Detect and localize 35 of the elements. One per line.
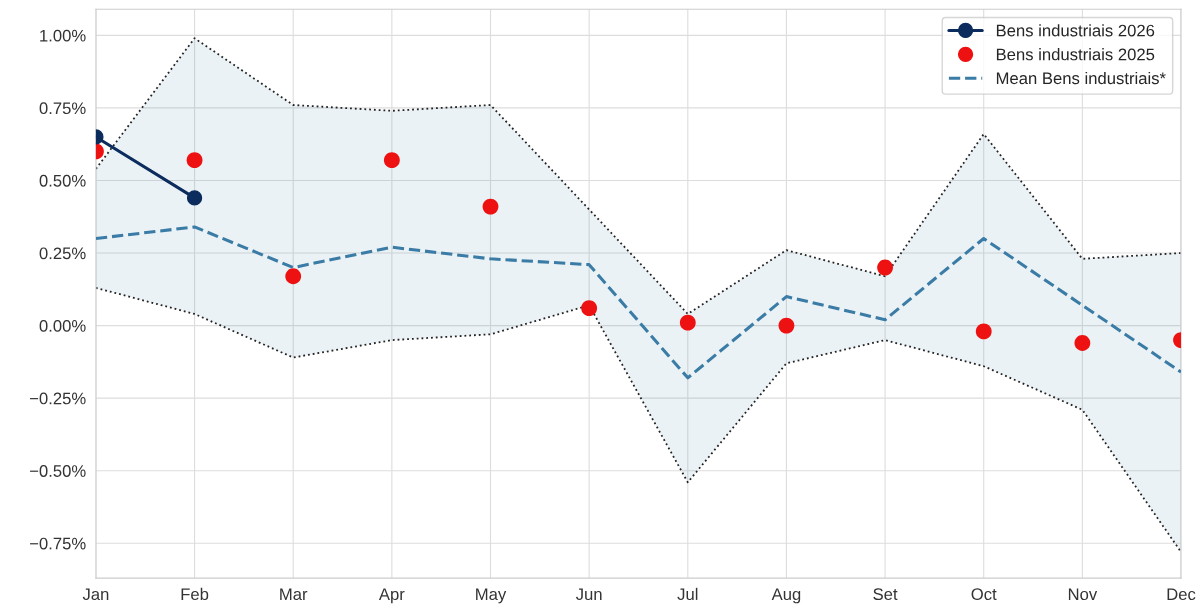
legend-label: Mean Bens industriais*: [996, 71, 1166, 85]
y-tick-label: −0.75%: [30, 537, 86, 550]
x-tick-label: Mar: [280, 588, 308, 601]
y-tick-label: −0.50%: [30, 465, 86, 477]
point: [482, 198, 499, 215]
point: [285, 268, 302, 285]
legend-label: Bens industriais 2025: [996, 48, 1155, 61]
line-series: [95, 225, 1182, 380]
y-tick-label: 0.25%: [39, 247, 86, 260]
point: [383, 152, 400, 169]
x-tick-label: Dec: [1167, 588, 1196, 601]
x-tick-label: Jan: [82, 588, 109, 601]
line-series: [95, 286, 1182, 553]
x-tick-label: Aug: [771, 588, 801, 604]
legend-label: Bens industriais 2026: [996, 24, 1155, 37]
x-tick-label: Feb: [181, 587, 209, 601]
x-tick-label: Jun: [575, 588, 602, 601]
point: [877, 259, 893, 276]
x-tick-label: Nov: [1068, 588, 1098, 601]
x-tick-label: Set: [873, 588, 898, 601]
x-tick-label: Apr: [378, 588, 405, 604]
y-tick-label: −0.25%: [30, 392, 86, 405]
y-tick-label: 0.50%: [39, 174, 86, 187]
point: [1074, 335, 1091, 351]
y-tick-label: 0.00%: [39, 319, 86, 332]
y-tick-label: 0.75%: [39, 102, 86, 115]
y-tick-label: 1.00%: [40, 29, 86, 42]
x-tick-label: May: [476, 588, 507, 604]
point: [778, 317, 795, 334]
x-tick-label: Jul: [677, 587, 698, 601]
point: [581, 300, 598, 317]
point: [975, 323, 992, 340]
point: [186, 152, 203, 169]
x-tick-label: Oct: [971, 588, 997, 601]
point: [679, 314, 696, 331]
